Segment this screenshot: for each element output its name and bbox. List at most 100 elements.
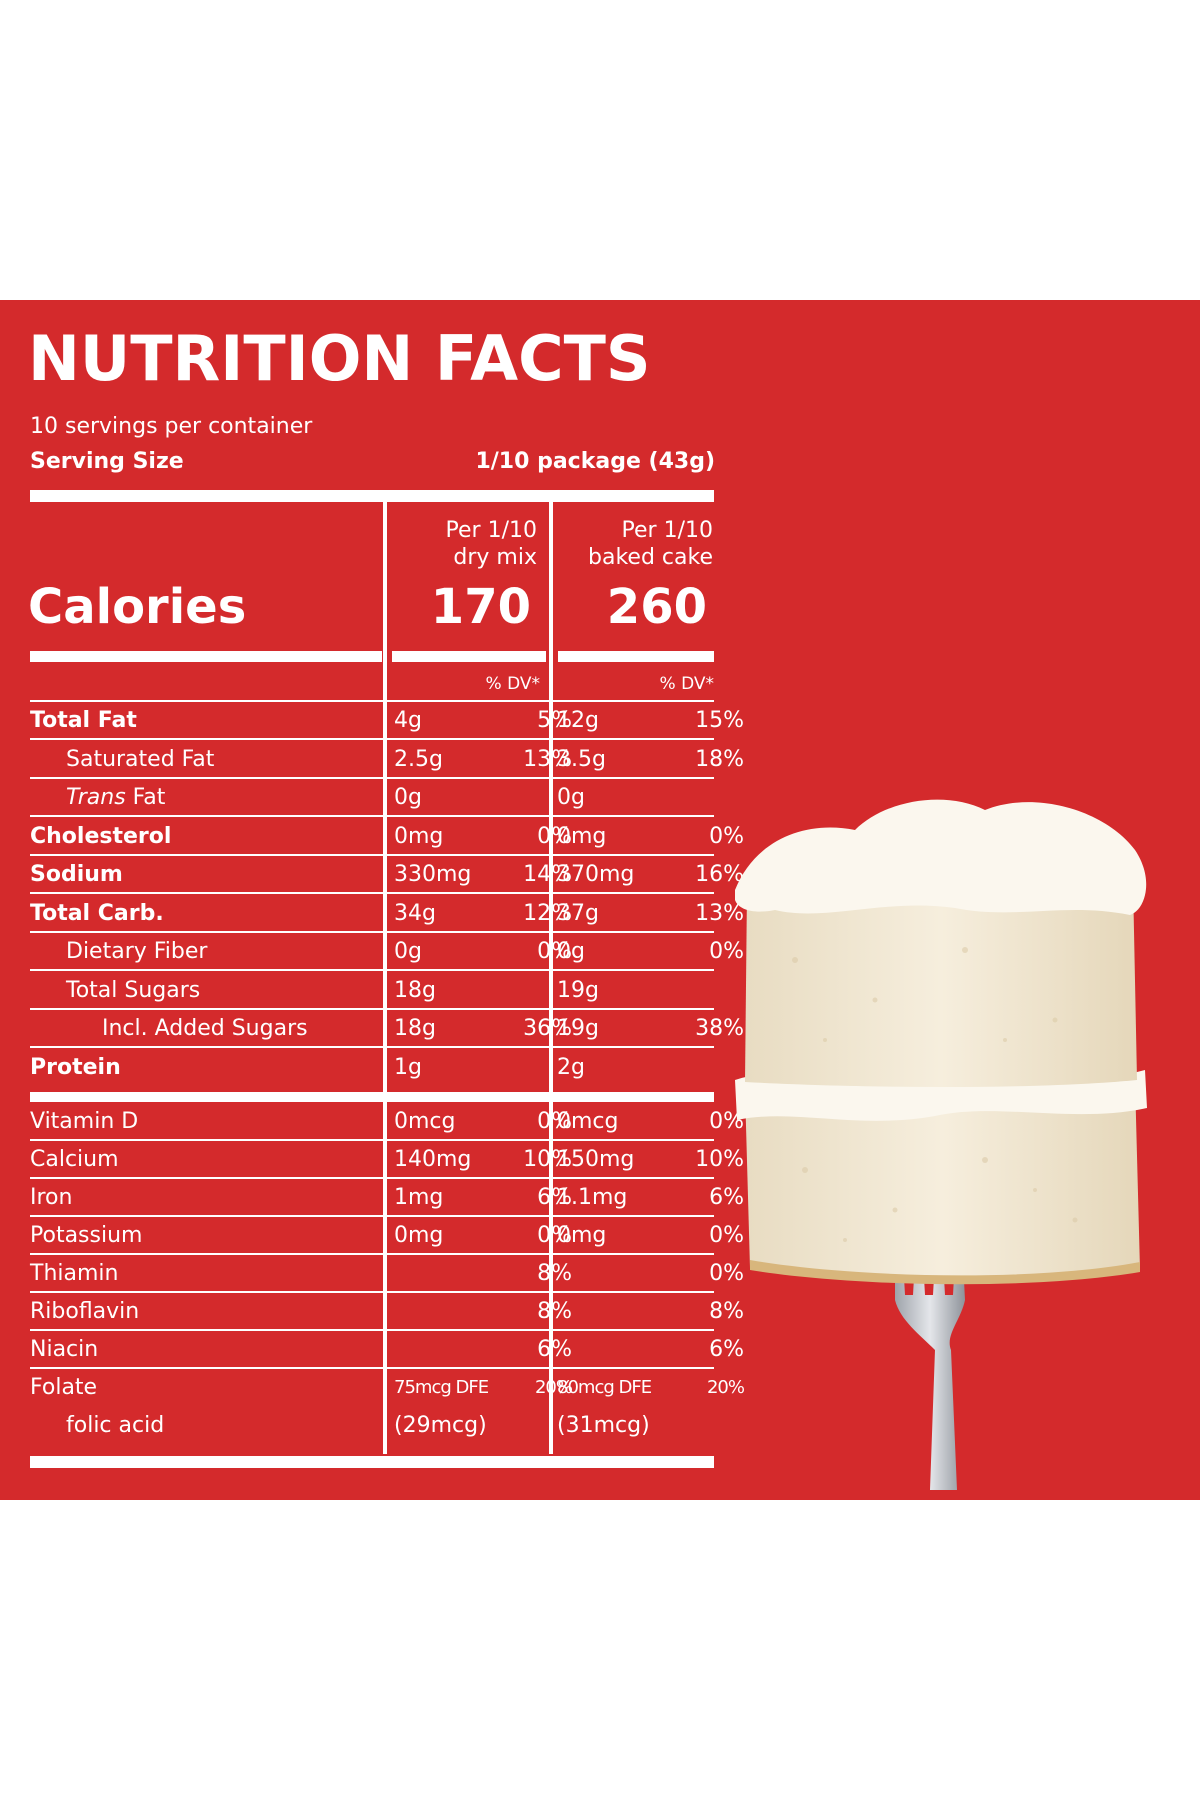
baked-cake-amount: 0g <box>557 785 585 810</box>
nutrient-row: Trans Fat 0g 0g <box>30 779 714 817</box>
nutrient-name: Cholesterol <box>30 823 172 849</box>
dry-mix-dv: 8% <box>537 1261 572 1286</box>
nutrient-name: Calcium <box>30 1147 119 1172</box>
baked-cake-amount: 37g <box>557 900 599 926</box>
vitamin-row: Iron 1mg 6% 1.1mg 6% <box>30 1179 744 1217</box>
vitamin-row: Thiamin 8% 0% <box>30 1255 744 1293</box>
dry-mix-dv: 20% <box>534 1377 573 1398</box>
row-rule <box>30 892 714 894</box>
serving-size-value: 1/10 package (43g) <box>475 449 715 474</box>
nutrient-row: Protein 1g 2g <box>30 1049 714 1087</box>
baked-cake-amount: 0mg <box>557 823 607 849</box>
baked-cake-amount: 0mcg <box>557 1109 619 1134</box>
dry-mix-dv: 6% <box>537 1185 572 1210</box>
nutrient-name: folic acid <box>66 1413 165 1438</box>
nutrient-name: Folate <box>30 1375 98 1400</box>
dv-header-dry: % DV* <box>485 674 540 694</box>
row-rule <box>30 815 714 817</box>
nutrition-facts-title: NUTRITION FACTS <box>28 322 651 395</box>
baked-cake-amount: 0mg <box>557 1223 607 1248</box>
nutrient-name: Vitamin D <box>30 1109 139 1134</box>
row-rule <box>30 776 714 779</box>
baked-cake-dv: 18% <box>695 746 744 772</box>
baked-cake-amount: 80mcg DFE <box>557 1377 652 1398</box>
dry-mix-amount: 0mg <box>394 1223 444 1248</box>
nutrient-name: Sodium <box>30 862 123 887</box>
row-rule <box>30 1046 714 1048</box>
dry-mix-amount: 0g <box>394 785 422 810</box>
dry-mix-amount: 0mcg <box>394 1109 456 1134</box>
row-rule <box>30 1253 714 1255</box>
dry-mix-dv: 6% <box>537 1337 572 1362</box>
dry-mix-amount: 4g <box>394 708 422 733</box>
baked-cake-header-line2: baked cake <box>588 545 713 570</box>
row-rule <box>30 1215 714 1217</box>
baked-cake-amount: 0g <box>557 939 585 964</box>
nutrient-name: Total Sugars <box>66 977 201 1003</box>
nutrient-name: Iron <box>30 1185 73 1210</box>
serving-size-label: Serving Size <box>30 449 184 474</box>
baked-cake-amount: 19g <box>557 1016 599 1041</box>
dry-mix-amount: 2.5g <box>394 746 443 772</box>
row-rule <box>30 1367 714 1369</box>
nutrient-row: Cholesterol 0mg 0% 0mg 0% <box>30 818 744 856</box>
baked-cake-dv: 0% <box>709 1109 744 1134</box>
dry-mix-amount: 330mg <box>394 862 472 887</box>
baked-cake-header-line1: Per 1/10 <box>621 518 713 543</box>
vitamin-row: folic acid (29mcg) (31mcg) <box>30 1407 714 1445</box>
vitamin-row: Calcium 140mg 10% 150mg 10% <box>30 1141 744 1179</box>
nutrient-row: Incl. Added Sugars 18g 36% 19g 38% <box>30 1010 744 1048</box>
dry-mix-dv: 8% <box>537 1299 572 1324</box>
baked-cake-dv: 0% <box>709 1223 744 1248</box>
nutrient-row: Total Fat 4g 5% 12g 15% <box>30 702 744 740</box>
vitamin-row: Potassium 0mg 0% 0mg 0% <box>30 1217 744 1255</box>
row-rule <box>30 1329 714 1331</box>
dry-mix-amount: 18g <box>394 1016 436 1041</box>
nutrient-name: Protein <box>30 1054 121 1080</box>
row-rule <box>30 969 714 971</box>
dry-mix-amount: 0mg <box>394 823 444 849</box>
baked-cake-dv: 20% <box>706 1377 745 1398</box>
column-divider-1 <box>383 502 387 1454</box>
row-rule <box>30 1291 714 1293</box>
dry-mix-dv: 12% <box>523 900 572 926</box>
dry-mix-amount: (29mcg) <box>394 1413 487 1438</box>
nutrient-name: Total Fat <box>30 708 137 733</box>
dry-mix-dv: 0% <box>537 1223 572 1248</box>
nutrient-name: Total Carb. <box>30 900 164 926</box>
dry-mix-dv: 0% <box>537 1109 572 1134</box>
baked-cake-dv: 0% <box>709 939 744 964</box>
baked-cake-amount: 150mg <box>557 1147 635 1172</box>
nutrient-row: Dietary Fiber 0g 0% 0g 0% <box>30 933 744 971</box>
baked-cake-dv: 6% <box>709 1185 744 1210</box>
thick-divider-calories-mid <box>392 651 546 662</box>
servings-per-container: 10 servings per container <box>30 414 313 439</box>
baked-cake-amount: 2g <box>557 1054 585 1080</box>
vitamin-row: Folate 75mcg DFE 20% 80mcg DFE 20% <box>30 1369 745 1407</box>
nutrient-name: Trans Fat <box>30 779 165 817</box>
nutrient-name: Dietary Fiber <box>66 939 208 964</box>
row-rule <box>30 930 714 933</box>
baked-cake-dv: 0% <box>709 823 744 849</box>
nutrient-name: Potassium <box>30 1223 143 1248</box>
row-rule <box>30 738 714 740</box>
baked-cake-dv: 10% <box>695 1147 744 1172</box>
baked-cake-amount: 3.5g <box>557 746 606 772</box>
dv-header-rule <box>30 700 714 702</box>
thick-divider-protein <box>30 1092 714 1102</box>
thick-divider-top <box>30 490 714 502</box>
dv-header-baked: % DV* <box>659 674 714 694</box>
dry-mix-dv: 14% <box>523 862 572 887</box>
dry-mix-amount: 18g <box>394 977 436 1003</box>
baked-cake-amount: (31mcg) <box>557 1413 650 1438</box>
dry-mix-dv: 13% <box>523 746 572 772</box>
baked-cake-amount: 12g <box>557 708 599 733</box>
nutrient-row: Total Sugars 18g 19g <box>30 972 714 1010</box>
baked-cake-dv: 38% <box>695 1016 744 1041</box>
dry-mix-header-line1: Per 1/10 <box>445 518 537 543</box>
dry-mix-dv: 36% <box>523 1016 572 1041</box>
vitamin-row: Niacin 6% 6% <box>30 1331 744 1369</box>
dry-mix-amount: 140mg <box>394 1147 472 1172</box>
calories-label: Calories <box>28 579 247 635</box>
vitamin-row: Riboflavin 8% 8% <box>30 1293 744 1331</box>
